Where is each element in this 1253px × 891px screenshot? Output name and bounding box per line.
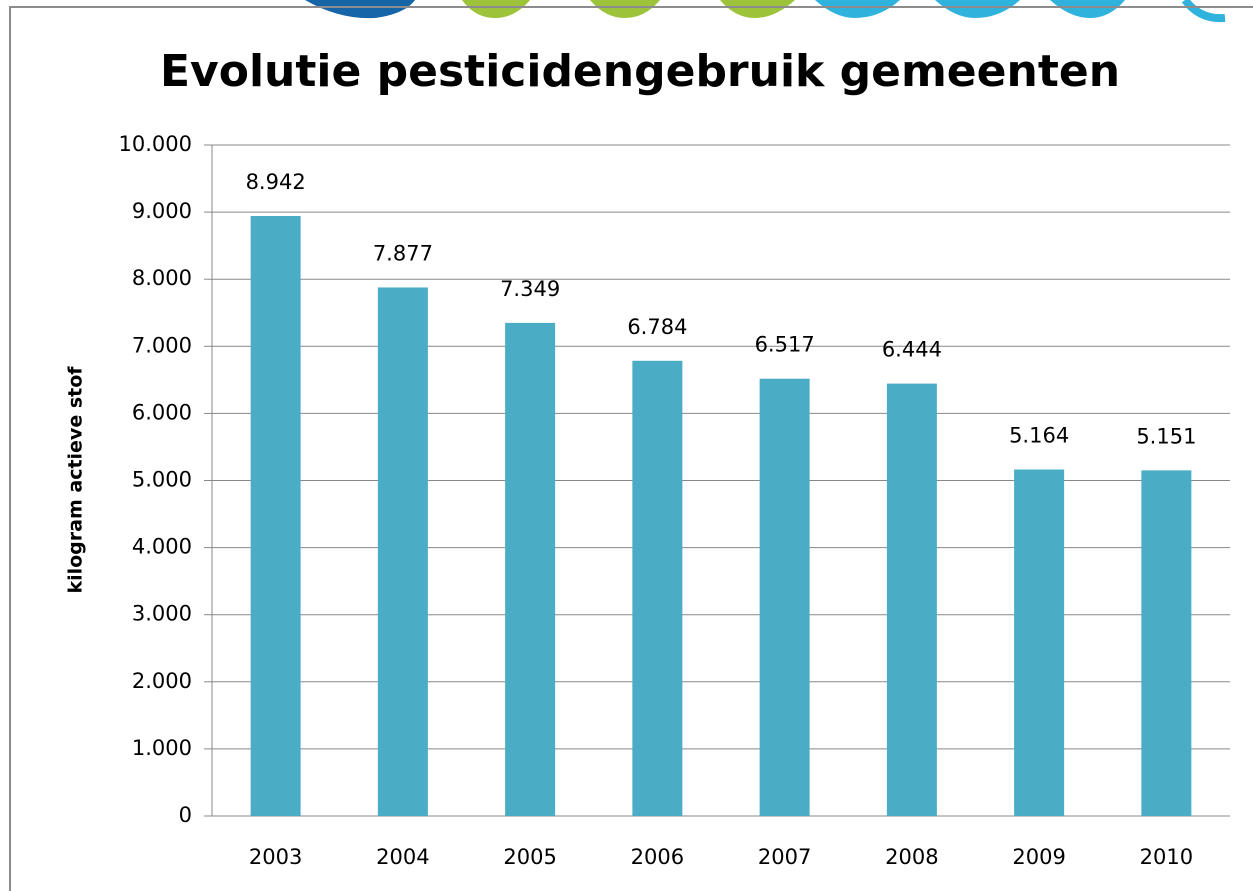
logo-shape	[1181, 0, 1226, 23]
y-tick-label: 10.000	[119, 132, 192, 156]
chart-frame	[9, 6, 1253, 891]
bar	[1141, 470, 1192, 816]
data-label: 7.349	[500, 277, 560, 301]
logo-shape	[815, 0, 900, 18]
x-tick-label: 2006	[631, 845, 684, 869]
logo-shape	[935, 0, 1020, 18]
x-tick-label: 2008	[885, 845, 938, 869]
logo-shape	[462, 0, 530, 18]
bar	[250, 215, 301, 816]
data-label: 6.444	[882, 338, 942, 362]
logo-shape	[590, 0, 660, 18]
y-tick-label: 7.000	[132, 333, 192, 357]
bar	[632, 360, 683, 816]
y-tick-label: 1.000	[132, 736, 192, 760]
x-tick-label: 2004	[376, 845, 429, 869]
x-tick-label: 2010	[1140, 845, 1193, 869]
y-tick-label: 4.000	[132, 535, 192, 559]
bar	[1014, 469, 1065, 816]
logo-shape	[305, 0, 415, 19]
x-tick-label: 2009	[1012, 845, 1065, 869]
data-label: 5.151	[1136, 424, 1196, 448]
y-tick-label: 8.000	[132, 266, 192, 290]
data-label: 8.942	[246, 170, 306, 194]
logo-shape	[720, 0, 795, 18]
x-tick-label: 2005	[503, 845, 556, 869]
bar	[377, 287, 428, 816]
y-axis-label: kilogram actieve stof	[65, 366, 87, 594]
y-tick-label: 3.000	[132, 602, 192, 626]
x-tick-label: 2003	[249, 845, 302, 869]
y-tick-label: 6.000	[132, 400, 192, 424]
bar	[886, 383, 937, 816]
data-label: 5.164	[1009, 423, 1069, 447]
bar	[759, 378, 810, 816]
y-tick-label: 5.000	[132, 468, 192, 492]
y-tick-label: 0	[179, 803, 192, 827]
chart-title: Evolutie pesticidengebruik gemeenten	[160, 46, 1120, 97]
y-tick-label: 9.000	[132, 199, 192, 223]
data-label: 6.517	[755, 333, 815, 357]
data-label: 6.784	[627, 315, 687, 339]
y-tick-label: 2.000	[132, 669, 192, 693]
logo-shape	[1050, 0, 1125, 18]
bar	[505, 322, 556, 816]
data-label: 7.877	[373, 241, 433, 265]
x-tick-label: 2007	[758, 845, 811, 869]
